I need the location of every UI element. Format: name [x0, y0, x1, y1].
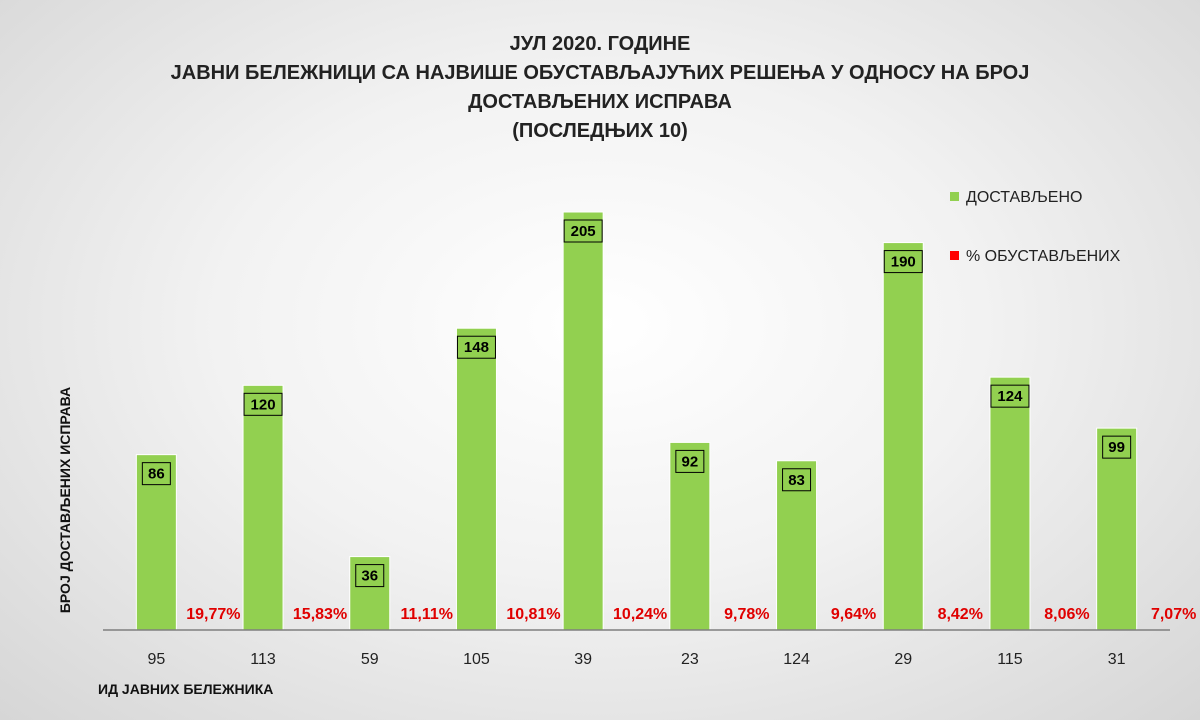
value-label-box-39 — [563, 219, 603, 243]
value-label-29: 190 — [891, 254, 916, 271]
y-axis-label: БРОЈ ДОСТАВЉЕНИХ ИСПРАВА — [57, 387, 73, 613]
chart-title: ЈУЛ 2020. ГОДИНЕ ЈАВНИ БЕЛЕЖНИЦИ СА НАЈВ… — [0, 30, 1200, 146]
value-label-box-115 — [990, 384, 1030, 408]
percent-label-105: 10,81% — [506, 606, 560, 623]
x-axis-label: ИД ЈАВНИХ БЕЛЕЖНИКА — [98, 681, 273, 697]
percent-label-39: 10,24% — [613, 606, 667, 623]
title-line-2: ЈАВНИ БЕЛЕЖНИЦИ СА НАЈВИШЕ ОБУСТАВЉАЈУЋИ… — [170, 62, 1030, 84]
x-tick-label-39: 39 — [574, 651, 592, 668]
percent-label-29: 8,42% — [938, 606, 983, 623]
legend-label-percent: % ОБУСТАВЉЕНИХ — [966, 248, 1121, 265]
bar-29 — [882, 242, 924, 631]
bar-23 — [669, 441, 711, 631]
legend-swatch-delivered — [950, 192, 959, 201]
x-tick-label-29: 29 — [894, 651, 912, 668]
x-tick-label-31: 31 — [1108, 651, 1126, 668]
value-label-105: 148 — [464, 339, 489, 356]
title-line-4: (ПОСЛЕДЊИХ 10) — [512, 120, 688, 142]
x-tick-label-115: 115 — [997, 651, 1023, 668]
value-label-115: 124 — [997, 388, 1023, 405]
value-label-113: 120 — [251, 396, 276, 413]
value-label-95: 86 — [148, 466, 165, 483]
x-tick-label-59: 59 — [361, 651, 379, 668]
percent-label-59: 11,11% — [401, 606, 454, 623]
legend-label-delivered: ДОСТАВЉЕНО — [966, 189, 1082, 206]
value-label-31: 99 — [1108, 439, 1125, 456]
value-label-box-29 — [883, 250, 923, 274]
x-tick-label-113: 113 — [250, 651, 276, 668]
value-label-59: 36 — [361, 568, 378, 585]
x-tick-label-105: 105 — [463, 651, 490, 668]
x-tick-label-95: 95 — [147, 651, 165, 668]
bar-113 — [242, 384, 284, 631]
bar-115 — [989, 376, 1031, 631]
value-label-box-124 — [782, 468, 812, 492]
legend-swatch-percent — [950, 251, 959, 260]
value-label-box-105 — [456, 335, 496, 359]
value-label-box-31 — [1102, 435, 1132, 459]
percent-label-124: 9,64% — [831, 606, 876, 623]
value-label-box-59 — [355, 564, 385, 588]
percent-label-115: 8,06% — [1044, 606, 1089, 623]
x-tick-label-23: 23 — [681, 651, 699, 668]
title-line-3: ДОСТАВЉЕНИХ ИСПРАВА — [468, 91, 732, 113]
percent-label-23: 9,78% — [724, 606, 769, 623]
value-label-124: 83 — [788, 472, 805, 489]
x-tick-labels: 95 113 59 105 39 23 124 29 115 31 — [147, 651, 1125, 668]
percent-label-31: 7,07% — [1151, 606, 1196, 623]
value-label-box-23 — [675, 449, 705, 473]
value-label-39: 205 — [571, 223, 596, 240]
legend: ДОСТАВЉЕНО % ОБУСТАВЉЕНИХ — [950, 189, 1121, 265]
title-line-1: ЈУЛ 2020. ГОДИНЕ — [509, 33, 691, 55]
percent-label-95: 19,77% — [186, 606, 240, 623]
value-label-23: 92 — [682, 453, 699, 470]
value-label-box-113 — [243, 392, 283, 416]
bar-105 — [455, 327, 497, 631]
value-label-box-95 — [141, 462, 171, 486]
percent-label-113: 15,83% — [293, 606, 347, 623]
x-tick-label-124: 124 — [783, 651, 810, 668]
bar-39 — [562, 211, 604, 631]
bars-group: 86 19,77% 120 15,83% 36 11,11% 148 10,81% 205 10,… — [135, 211, 1196, 631]
bar-31 — [1096, 427, 1138, 631]
